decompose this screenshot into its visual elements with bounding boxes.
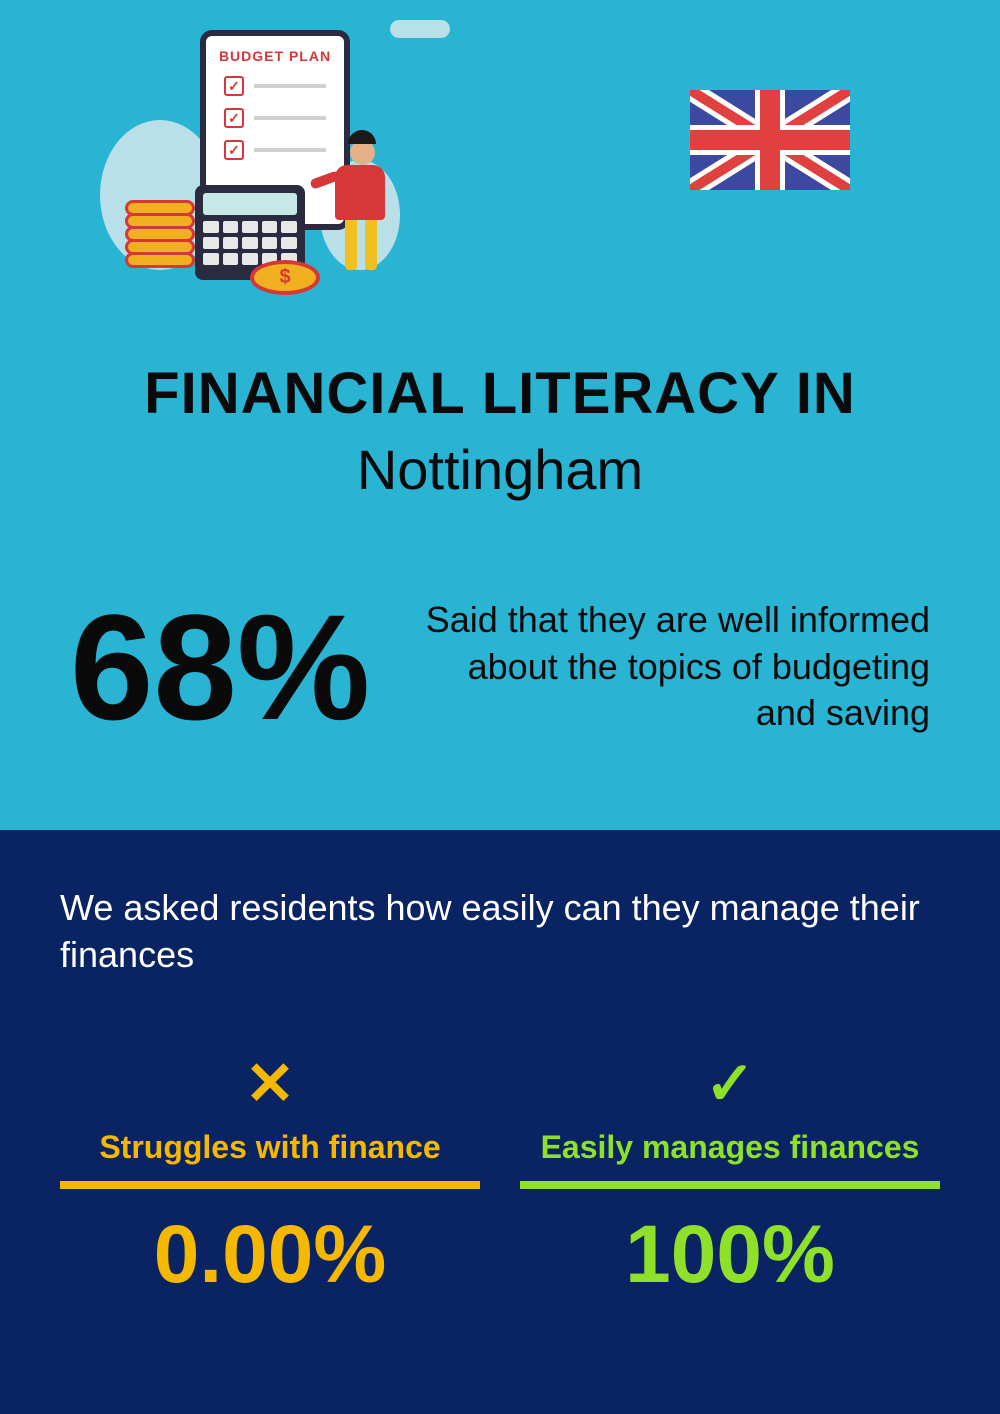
top-section: BUDGET PLAN ✓ ✓ ✓ [0, 0, 1000, 830]
coin-icon: $ [250, 260, 320, 295]
stat-percent: 68% [70, 592, 370, 742]
col2-value: 100% [520, 1214, 940, 1296]
columns-container: ✕ Struggles with finance 0.00% ✓ Easily … [60, 1049, 940, 1296]
checkbox-icon: ✓ [224, 140, 244, 160]
checkbox-icon: ✓ [224, 76, 244, 96]
col2-divider [520, 1181, 940, 1189]
stat-row: 68% Said that they are well informed abo… [60, 592, 940, 742]
col1-label: Struggles with finance [60, 1129, 480, 1166]
column-struggles: ✕ Struggles with finance 0.00% [60, 1049, 480, 1296]
cross-icon: ✕ [60, 1049, 480, 1119]
checklist-item: ✓ [224, 108, 326, 128]
uk-flag-icon [690, 90, 850, 190]
col1-value: 0.00% [60, 1214, 480, 1296]
coins-stack-icon [125, 200, 195, 265]
title-line-2: Nottingham [60, 437, 940, 502]
clipboard-header: BUDGET PLAN [206, 48, 344, 64]
person-icon [335, 130, 385, 270]
col2-label: Easily manages finances [520, 1129, 940, 1166]
checklist-item: ✓ [224, 76, 326, 96]
col1-divider [60, 1181, 480, 1189]
title-line-1: FINANCIAL LITERACY IN [60, 360, 940, 427]
cloud-shape [390, 20, 450, 38]
checkbox-icon: ✓ [224, 108, 244, 128]
check-icon: ✓ [520, 1049, 940, 1119]
column-manages: ✓ Easily manages finances 100% [520, 1049, 940, 1296]
bottom-section: We asked residents how easily can they m… [0, 830, 1000, 1414]
budget-illustration: BUDGET PLAN ✓ ✓ ✓ [90, 20, 430, 300]
question-text: We asked residents how easily can they m… [60, 885, 940, 979]
title-block: FINANCIAL LITERACY IN Nottingham [60, 360, 940, 502]
checklist-item: ✓ [224, 140, 326, 160]
stat-description: Said that they are well informed about t… [400, 597, 930, 737]
